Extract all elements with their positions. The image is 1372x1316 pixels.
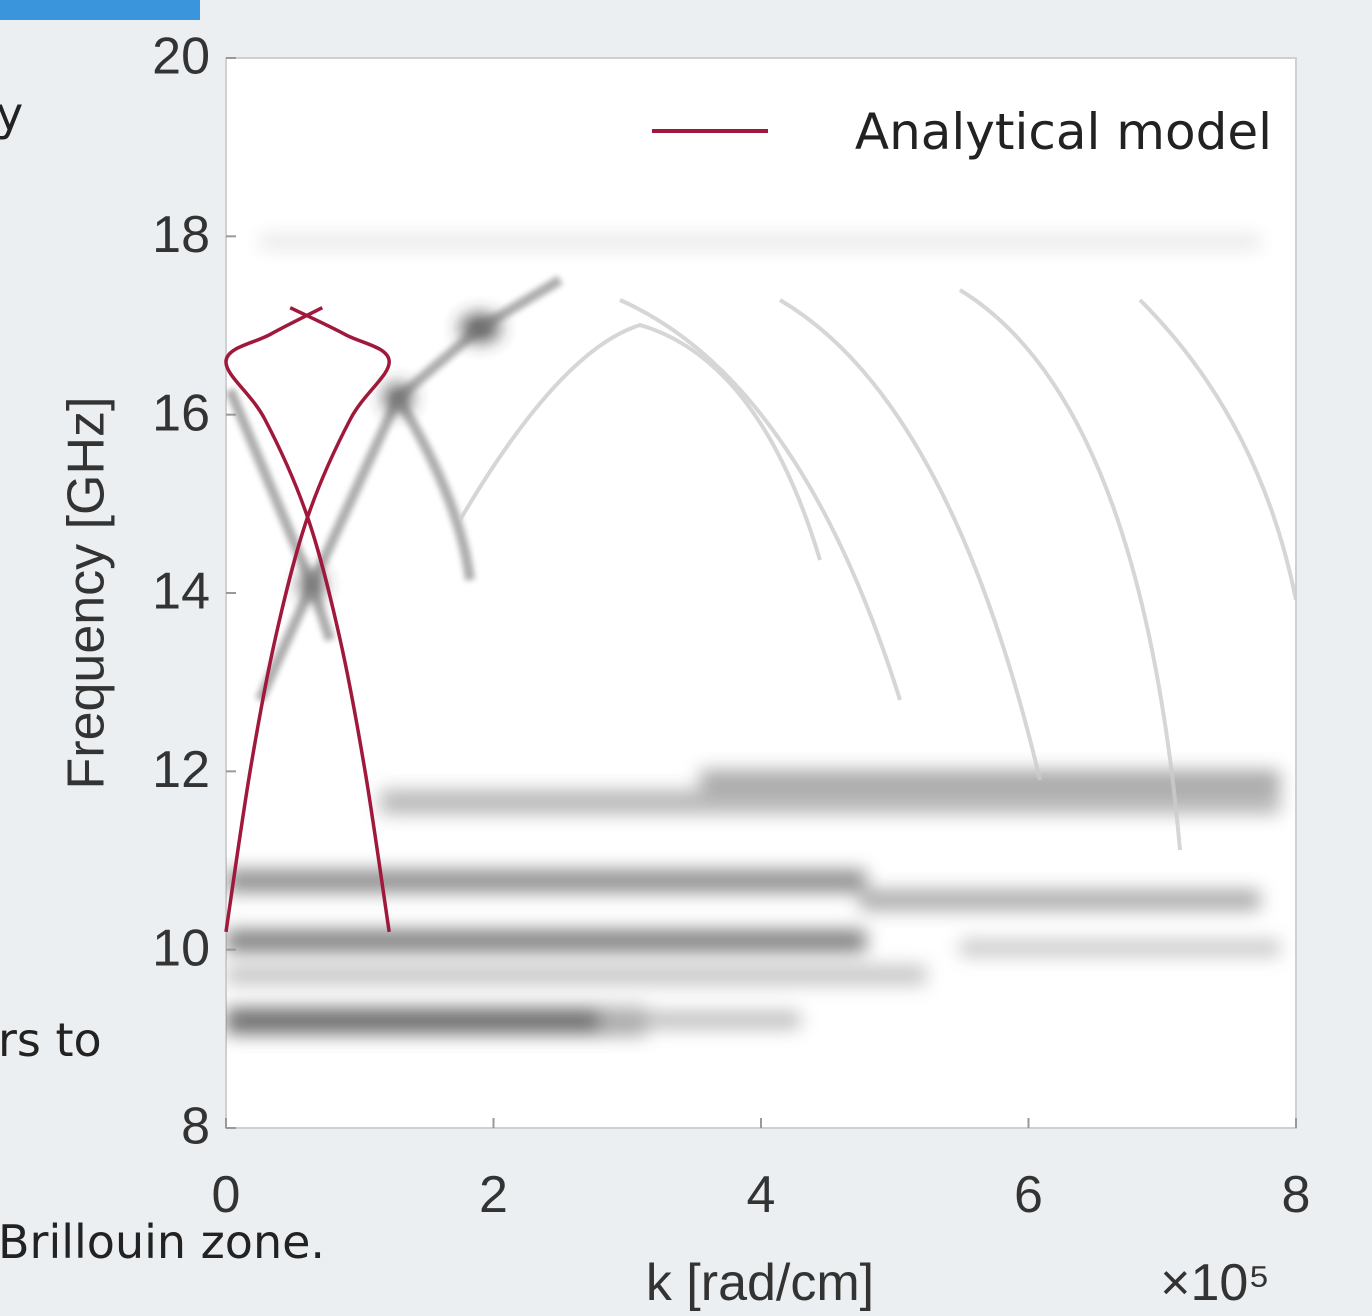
x-tick-label: 0	[212, 1166, 241, 1224]
x-tick-label: 4	[747, 1166, 776, 1224]
header-bar	[0, 0, 200, 20]
x-tick-label: 8	[1282, 1166, 1311, 1224]
legend-label: Analytical model	[855, 103, 1272, 161]
y-tick-label: 10	[152, 919, 210, 977]
page-text: rs to	[0, 1013, 102, 1067]
y-tick-label: 20	[152, 28, 210, 86]
heatmap	[226, 235, 1296, 1034]
x-multiplier: ×10⁵	[1160, 1254, 1270, 1312]
y-axis-label: Frequency [GHz]	[58, 396, 116, 789]
page-text: y	[0, 87, 23, 141]
model-curve	[224, 306, 391, 933]
x-tick-label: 6	[1014, 1166, 1043, 1224]
y-tick-label: 14	[152, 563, 210, 621]
y-tick-label: 18	[152, 206, 210, 264]
x-tick-label: 2	[479, 1166, 508, 1224]
page-text: Brillouin zone.	[0, 1215, 325, 1269]
x-axis-label: k [rad/cm]	[646, 1254, 874, 1312]
y-tick-label: 16	[152, 384, 210, 442]
y-tick-label: 8	[181, 1098, 210, 1156]
y-tick-label: 12	[152, 741, 210, 799]
